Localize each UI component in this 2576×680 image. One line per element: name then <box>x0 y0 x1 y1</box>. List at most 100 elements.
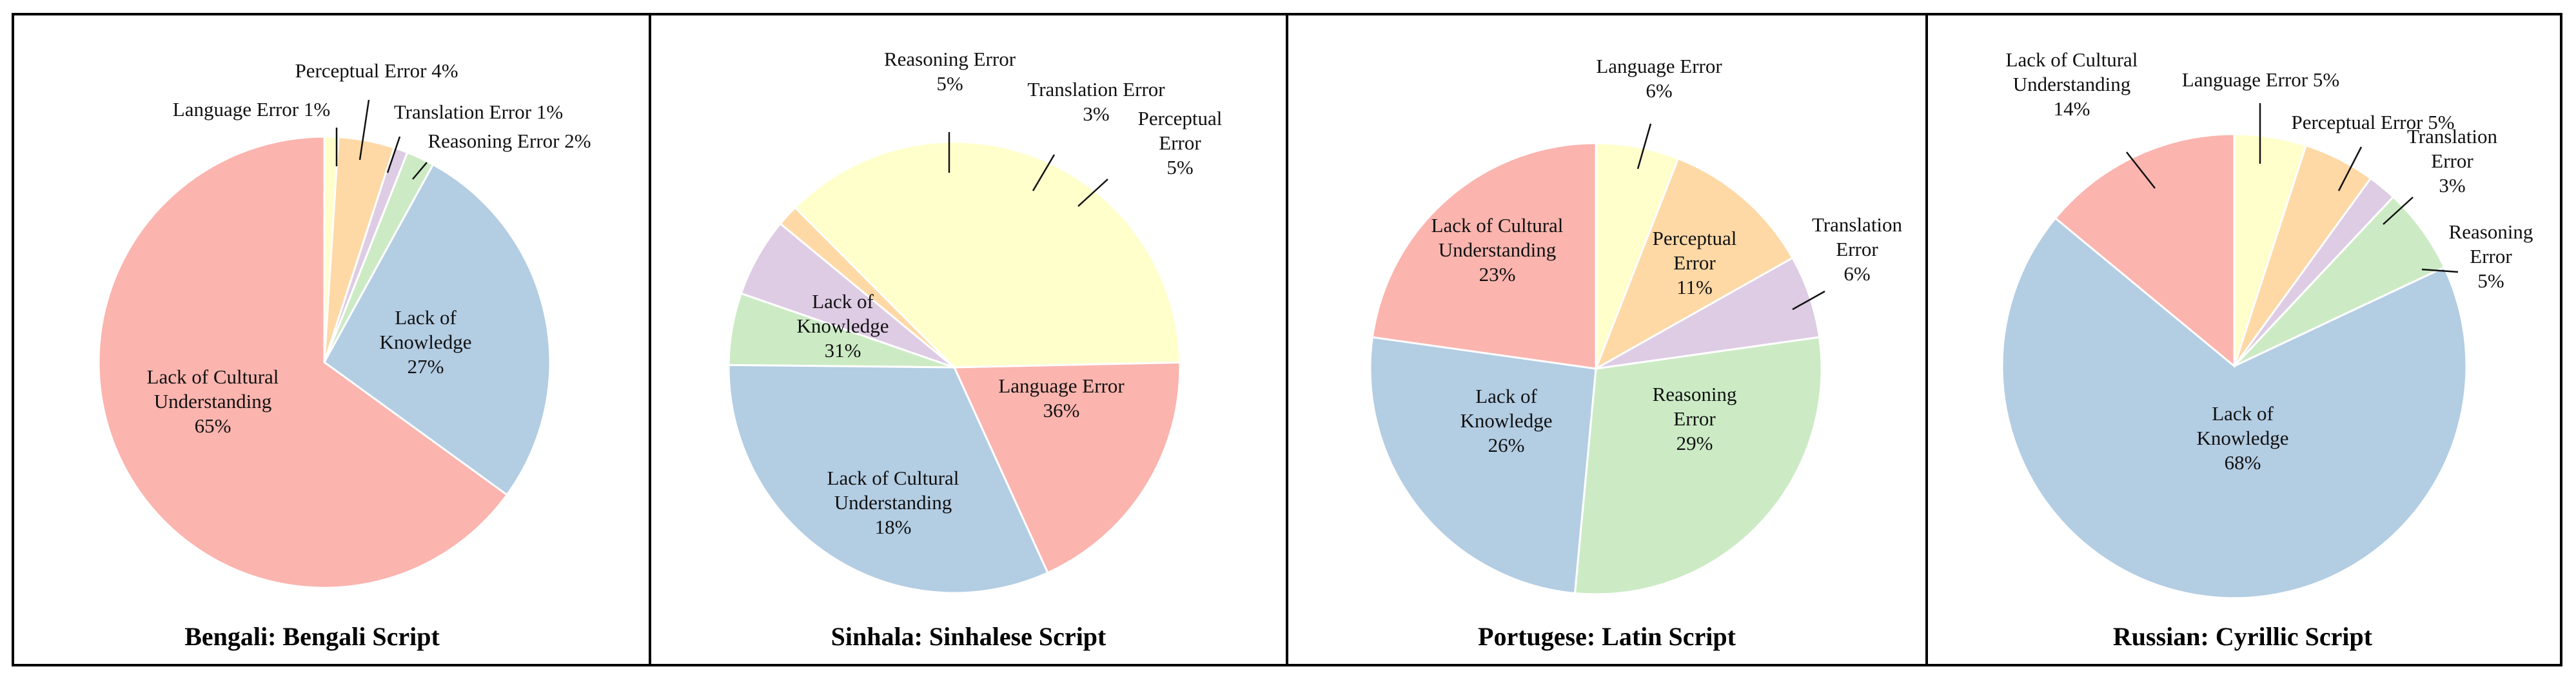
pie-slice-lack-of-knowledge <box>727 364 1049 594</box>
slice-label-language-error-line: Language Error <box>998 374 1125 397</box>
slice-label-translation-error-line: Error <box>1836 238 1878 260</box>
slice-label-translation-error-line: Error <box>2431 150 2473 172</box>
slice-label-lack-of-knowledge-line: Lack of <box>1475 385 1537 407</box>
pie-slice-reasoning-error <box>1573 336 1823 596</box>
pie-slice-lack-of-knowledge <box>2001 217 2468 599</box>
leader-line-translation-error <box>1032 154 1056 191</box>
slice-label-reasoning-error-group: Reasoning Error 2% <box>428 130 591 152</box>
slice-label-lack-of-cultural-understanding-line: Lack of Cultural <box>2006 48 2138 71</box>
slice-label-language-error-line: Language Error <box>1596 55 1722 77</box>
slice-label-reasoning-error-line: Reasoning Error 2% <box>428 130 591 152</box>
pie-slice-lack-of-knowledge <box>1369 336 1597 595</box>
slice-label-lack-of-cultural-understanding-line: Understanding <box>1439 238 1557 261</box>
slice-label-language-error-group: Language Error 1% <box>173 98 330 121</box>
slice-label-lack-of-knowledge-line: Knowledge <box>380 331 472 353</box>
pie-slice-language-error <box>793 141 1181 369</box>
slice-label-translation-error-line: 3% <box>2439 174 2465 197</box>
slice-label-lack-of-knowledge-line: Knowledge <box>1460 409 1553 432</box>
chart-title: Russian: Cyrillic Script <box>2113 622 2373 651</box>
slice-label-translation-error-group: Translation Error 1% <box>394 101 563 123</box>
slice-label-translation-error-line: Translation Error <box>1027 78 1165 101</box>
leader-line-translation-error <box>1792 290 1825 311</box>
leader-line-translation-error <box>386 136 401 173</box>
pie-slice-lack-of-cultural-understanding <box>1371 142 1597 370</box>
chart-title: Portugese: Latin Script <box>1478 622 1736 651</box>
slice-label-reasoning-error-line: 29% <box>1676 432 1713 454</box>
slice-label-reasoning-error-line: Error <box>1673 407 1716 430</box>
slice-label-lack-of-cultural-understanding-line: Lack of Cultural <box>1431 214 1564 237</box>
pie-panel-3: Language Error6%PerceptualError11%Transl… <box>1286 13 1928 666</box>
slice-label-perceptual-error-line: 11% <box>1676 276 1713 298</box>
pie-slice-lack-of-cultural-understanding <box>2054 133 2236 369</box>
pie-slice-perceptual-error <box>1594 157 1794 371</box>
slice-label-lack-of-knowledge-line: Lack of <box>2212 402 2274 425</box>
pie-slice-translation-error <box>1595 257 1821 370</box>
slice-label-lack-of-knowledge-line: 27% <box>408 355 444 378</box>
slice-label-lack-of-cultural-understanding-line: Understanding <box>154 390 272 413</box>
pie-slice-reasoning-error <box>2233 195 2446 367</box>
slice-label-reasoning-error-line: 5% <box>936 72 963 95</box>
slice-label-reasoning-error-line: Reasoning Error <box>884 48 1016 70</box>
leader-line-lack-of-cultural-understanding <box>2126 151 2156 189</box>
slice-label-lack-of-cultural-understanding-line: Understanding <box>834 491 952 514</box>
slice-label-reasoning-error-line: Reasoning <box>1653 383 1737 405</box>
leader-line-reasoning-error <box>412 162 428 180</box>
slice-label-translation-error-line: Translation <box>2407 125 2498 148</box>
slice-label-reasoning-error-line: 5% <box>2477 269 2504 292</box>
slice-label-language-error-group: Language Error 5% <box>2182 68 2339 91</box>
slice-label-language-error-line: Language Error 1% <box>173 98 330 121</box>
slice-label-reasoning-error-line: Error <box>2470 245 2512 267</box>
leader-line-perceptual-error <box>2337 146 2363 191</box>
slice-label-perceptual-error-group: Perceptual Error 4% <box>295 59 458 82</box>
slice-label-lack-of-knowledge-line: 26% <box>1488 434 1525 456</box>
slice-label-language-error-line: 36% <box>1043 399 1080 422</box>
slice-label-perceptual-error-line: 5% <box>1166 156 1193 179</box>
pie-slice-lack-of-cultural-understanding <box>952 361 1181 574</box>
leader-line-language-error <box>1637 123 1652 170</box>
slice-label-lack-of-cultural-understanding-line: Understanding <box>2013 73 2131 95</box>
slice-label-lack-of-knowledge-line: Knowledge <box>2197 427 2289 449</box>
slice-label-language-error-line: 6% <box>1646 79 1672 102</box>
slice-label-language-error-line: Language Error 5% <box>2182 68 2339 91</box>
slice-label-reasoning-error-line: Reasoning <box>2449 220 2533 243</box>
slice-label-perceptual-error-group: Perceptual Error 5% <box>2291 111 2454 133</box>
slice-label-lack-of-knowledge-line: 68% <box>2225 451 2261 474</box>
slice-label-translation-error-line: Translation Error 1% <box>394 101 563 123</box>
leader-line-perceptual-error <box>359 99 370 160</box>
pie-slice-lack-of-cultural-understanding <box>97 135 509 589</box>
pie-slice-language-error <box>1595 142 1680 369</box>
slice-label-lack-of-cultural-understanding-line: 14% <box>2054 97 2090 120</box>
chart-title: Sinhala: Sinhalese Script <box>831 622 1106 651</box>
slice-label-lack-of-cultural-understanding-line: 23% <box>1479 263 1516 286</box>
slice-label-translation-error-line: 6% <box>1844 262 1870 285</box>
slice-label-lack-of-knowledge-line: Lack of <box>395 306 457 329</box>
slice-label-perceptual-error-line: Perceptual <box>1653 227 1737 249</box>
slice-label-translation-error-line: 3% <box>1083 102 1109 125</box>
pie-slice-lack-of-knowledge <box>323 163 551 496</box>
slice-label-perceptual-error-line: Perceptual Error 5% <box>2291 111 2454 133</box>
slice-label-lack-of-cultural-understanding-line: Lack of Cultural <box>147 365 279 388</box>
pie-panel-4: Language Error 5% Perceptual Error 5%Tran… <box>1925 13 2562 666</box>
panel-frame <box>1925 13 2562 666</box>
chart-title: Bengali: Bengali Script <box>184 622 440 651</box>
slice-label-lack-of-cultural-understanding-line: Lack of Cultural <box>827 467 959 489</box>
slice-label-perceptual-error-line: Perceptual Error 4% <box>295 59 458 82</box>
